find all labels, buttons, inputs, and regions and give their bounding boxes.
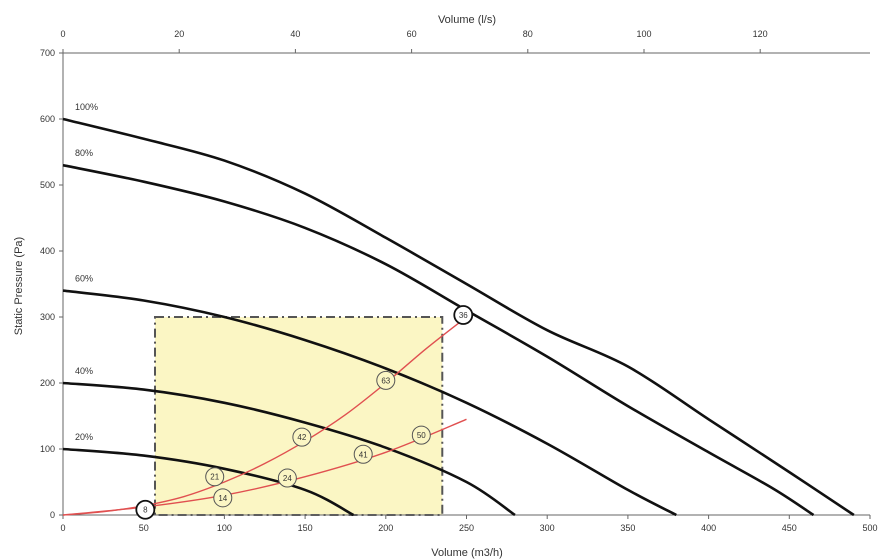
- x2-tick-label: 60: [407, 29, 417, 39]
- annotation-marker: [353, 444, 373, 464]
- annotation-marker: [205, 467, 225, 487]
- annotation-label: 42: [297, 433, 306, 442]
- x-tick-label: 250: [459, 523, 474, 533]
- y-tick-label: 300: [40, 312, 55, 322]
- x2-tick-label: 120: [753, 29, 768, 39]
- annotation-marker: [292, 427, 312, 447]
- y-tick-label: 500: [40, 180, 55, 190]
- x2-axis-title: Volume (l/s): [438, 14, 496, 26]
- x-tick-label: 300: [540, 523, 555, 533]
- markers-layer: 8 14 21 24 42 41 63 50 36: [135, 305, 474, 520]
- y-tick-label: 200: [40, 378, 55, 388]
- x2-tick-label: 80: [523, 29, 533, 39]
- annotation-label: 24: [283, 474, 292, 483]
- annotation-marker: [376, 370, 396, 390]
- fan-curve: [62, 289, 677, 517]
- x2-tick-label: 100: [636, 29, 651, 39]
- x2-tick-label: 20: [174, 29, 184, 39]
- fan-curve: [62, 381, 516, 517]
- y-axis-title: Static Pressure (Pa): [13, 237, 25, 335]
- x-tick-label: 100: [217, 523, 232, 533]
- annotation-label: 36: [459, 311, 468, 320]
- system-curve: [62, 418, 467, 516]
- operating-zone: [153, 316, 444, 516]
- annotation-marker: [411, 425, 431, 445]
- fan-curve: [62, 117, 855, 517]
- annotation-label: 21: [210, 473, 219, 482]
- annotation-label: 41: [359, 450, 368, 459]
- annotation-marker: [277, 468, 297, 488]
- annotation-label: 14: [218, 494, 227, 503]
- y-tick-label: 100: [40, 444, 55, 454]
- x-tick-label: 0: [60, 523, 65, 533]
- annotation-marker: [135, 499, 156, 520]
- annotation-label: 50: [417, 431, 426, 440]
- axis-labels-layer: Volume (m3/h) Volume (l/s) Static Pressu…: [13, 14, 503, 559]
- x-tick-label: 500: [862, 523, 877, 533]
- x-tick-label: 200: [378, 523, 393, 533]
- x-tick-label: 350: [620, 523, 635, 533]
- y-tick-label: 700: [40, 48, 55, 58]
- fan-curve-label: 40%: [75, 366, 93, 376]
- annotation-marker: [453, 305, 474, 325]
- annotation-label: 8: [143, 506, 148, 515]
- fan-curve-label: 80%: [75, 148, 93, 158]
- annotation-marker: [213, 488, 233, 508]
- fan-curves-layer: 100% 80% 60% 40% 20%: [62, 102, 855, 517]
- annotation-label: 63: [381, 376, 390, 385]
- y-tick-label: 600: [40, 114, 55, 124]
- y-tick-label: 0: [50, 510, 55, 520]
- operating-zone-layer: [153, 316, 444, 516]
- x2-tick-label: 0: [60, 29, 65, 39]
- x-tick-label: 150: [298, 523, 313, 533]
- y-tick-label: 400: [40, 246, 55, 256]
- fan-curve-label: 20%: [75, 432, 93, 442]
- x-tick-label: 450: [782, 523, 797, 533]
- x-axis-title: Volume (m3/h): [431, 547, 503, 559]
- x2-tick-label: 40: [290, 29, 300, 39]
- fan-curve-label: 60%: [75, 274, 93, 284]
- x-tick-label: 400: [701, 523, 716, 533]
- system-curves-layer: [62, 316, 467, 516]
- x-tick-label: 50: [139, 523, 149, 533]
- fan-curve: [62, 447, 355, 517]
- fan-curve-label: 100%: [75, 102, 98, 112]
